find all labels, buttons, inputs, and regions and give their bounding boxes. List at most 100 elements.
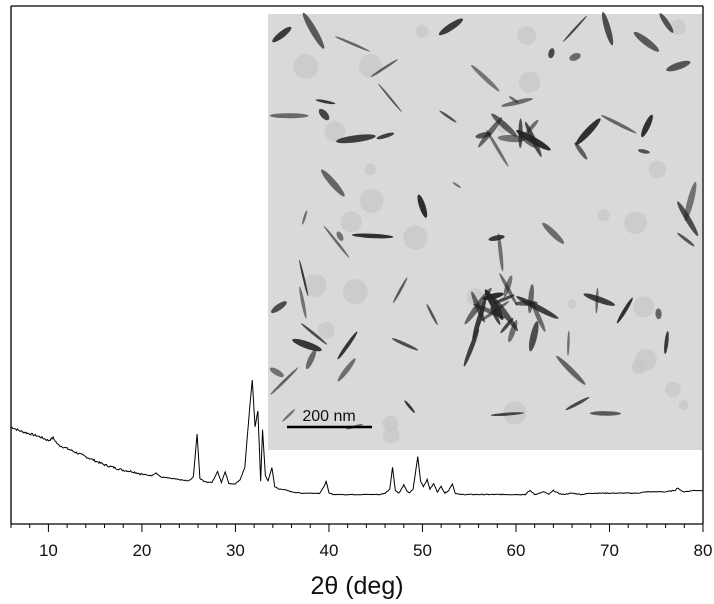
inset-nanorod (337, 358, 356, 382)
inset-nanorod (337, 331, 358, 360)
x-tick-label: 70 (600, 541, 619, 560)
inset-nanorod (583, 293, 615, 306)
inset-nanorod (478, 117, 503, 148)
inset-nanorod (616, 297, 633, 324)
inset-blob (633, 296, 655, 318)
inset-nanorod (323, 225, 350, 258)
inset-nanorod (655, 308, 662, 320)
inset-particles (269, 11, 699, 430)
inset-nanorod (531, 302, 546, 332)
inset-blob (415, 25, 429, 38)
inset-blob (517, 26, 537, 46)
inset-nanorod (438, 18, 464, 36)
inset-blobs (293, 19, 689, 444)
x-tick-labels: 10 20 30 40 50 60 70 80 (39, 541, 713, 560)
inset-nanorod (271, 301, 287, 314)
inset-nanorod (575, 118, 601, 145)
inset-nanorod (370, 59, 398, 77)
inset-nanorod (562, 15, 587, 43)
inset-nanorod (509, 96, 519, 104)
inset-nanorod (600, 114, 637, 134)
inset-nanorod (305, 349, 317, 370)
inset-nanorod (684, 181, 697, 221)
x-tick-label: 80 (694, 541, 713, 560)
inset-nanorod (637, 149, 650, 154)
inset-blob (567, 299, 577, 309)
inset-nanorod (452, 181, 462, 189)
x-tick-label: 40 (319, 541, 338, 560)
inset-blob (518, 71, 541, 93)
inset-blob (678, 399, 689, 410)
x-tick-label: 50 (413, 541, 432, 560)
inset-nanorod (393, 277, 408, 304)
inset-blob (635, 348, 657, 371)
inset-blob (382, 426, 400, 444)
inset-nanorod (272, 26, 292, 43)
inset-nanorod (595, 287, 599, 314)
inset-nanorod (677, 201, 699, 237)
inset-blob (342, 279, 368, 305)
scale-bar-label: 200 nm (302, 408, 355, 425)
inset-nanorod (376, 132, 395, 140)
inset-blob (624, 211, 648, 235)
inset-nanorod (490, 412, 525, 417)
plot-frame (10, 5, 704, 525)
inset-nanorod (282, 409, 296, 422)
inset-nanorod (315, 99, 336, 105)
inset-nanorod (336, 134, 376, 144)
inset-nanorod (677, 232, 695, 247)
inset-nanorod (439, 110, 457, 123)
inset-blob (317, 321, 335, 339)
inset-nanorod (497, 233, 504, 272)
inset-nanorod (589, 411, 622, 416)
inset-blob (340, 211, 362, 233)
x-tick-label: 10 (39, 541, 58, 560)
inset-nanorod (269, 367, 284, 378)
x-tick-label: 20 (132, 541, 151, 560)
inset-nanorod (320, 169, 345, 197)
inset-nanorod (493, 294, 515, 304)
inset-nanorod (270, 367, 299, 395)
x-axis-title: 2θ (deg) (310, 572, 403, 600)
inset-nanorod (334, 36, 370, 52)
inset-nanorod (475, 132, 492, 139)
inset-nanorod (336, 231, 344, 241)
series-line (10, 380, 704, 496)
tem-inset-image: 200 nm (268, 11, 702, 450)
inset-nanorod (269, 113, 309, 119)
inset-blob (364, 163, 377, 176)
inset-nanorod (567, 330, 570, 356)
x-ticks (10, 524, 704, 532)
inset-nanorod (500, 317, 514, 334)
inset-blob (359, 189, 384, 213)
inset-nanorod (633, 31, 660, 52)
inset-nanorod (601, 11, 614, 46)
inset-nanorod (391, 338, 419, 351)
inset-nanorod (516, 296, 559, 319)
inset-nanorod (565, 396, 590, 411)
inset-nanorod (292, 338, 322, 352)
inset-nanorod (569, 53, 581, 61)
inset-nanorod (318, 108, 330, 121)
inset-nanorod (378, 83, 402, 113)
inset-nanorod (463, 328, 480, 367)
inset-blob (293, 54, 319, 79)
inset-nanorod (666, 60, 691, 72)
inset-nanorod (528, 321, 539, 352)
inset-nanorod (548, 48, 555, 59)
inset-blob (648, 160, 666, 179)
inset-nanorod (417, 194, 428, 218)
inset-blob (670, 19, 686, 35)
inset-nanorod (503, 275, 513, 297)
inset-nanorod (351, 233, 394, 239)
inset-blob (597, 208, 610, 222)
inset-nanorod (302, 12, 325, 49)
inset-nanorod (486, 129, 509, 167)
inset-nanorod (659, 13, 674, 33)
inset-nanorod (542, 222, 565, 244)
inset-nanorod (508, 320, 518, 343)
inset-blob (665, 381, 681, 398)
inset-nanorod (491, 113, 518, 137)
inset-nanorod (641, 114, 653, 138)
inset-nanorod (471, 64, 500, 92)
